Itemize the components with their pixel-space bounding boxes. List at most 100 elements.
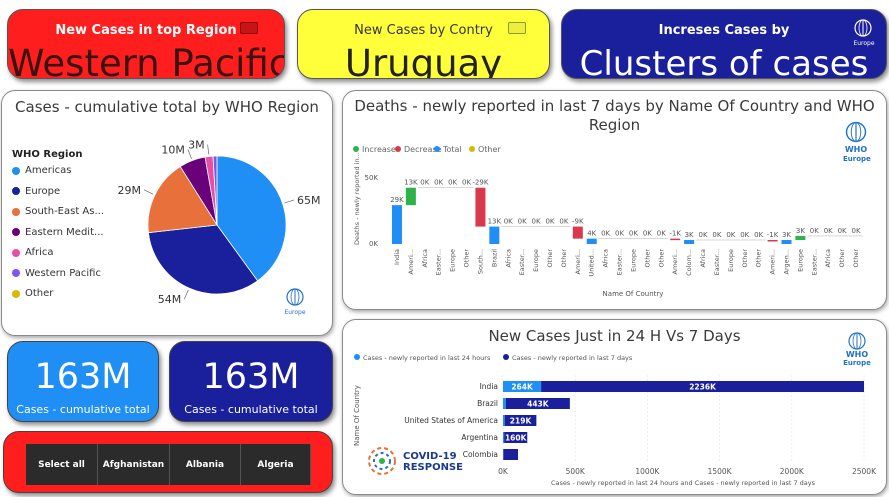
x-tick-label: 1000K [635,467,660,476]
waterfall-data-label: 29K [390,196,404,204]
waterfall-data-label: 0K [712,231,721,239]
who-logo-icon [848,332,866,350]
pie-data-label: 10M [161,143,185,156]
hbar-24h-bar[interactable] [503,398,506,409]
kpi-top-region: New Cases in top Region Western Pacific [7,9,285,79]
x-tick-label: Easter... [616,249,624,275]
pie-panel[interactable]: Cases - cumulative total by WHO Region W… [1,90,333,336]
x-tick-label: Africa [421,249,429,268]
waterfall-panel[interactable]: Deaths - newly reported in last 7 days b… [342,90,887,310]
pie-title: Cases - cumulative total by WHO Region [15,98,319,116]
legend-dot-icon [354,354,360,360]
x-tick-label: Other [657,249,665,268]
waterfall-data-label: 0K [754,231,763,239]
pie-legend-label: Europe [25,185,61,197]
waterfall-chart[interactable]: Increase Decrease Total Other 50K 0K Deaths - … [343,91,887,310]
x-tick-label: Europe [727,249,735,272]
pie-legend-item[interactable]: Eastern Medit... [12,227,104,238]
pie-data-label: 65M [297,194,321,207]
x-tick-label: 2500K [852,467,877,476]
x-axis-title: Name Of Country [603,290,664,298]
waterfall-data-label: 0K [504,218,513,226]
waterfall-bar[interactable] [391,205,402,244]
waterfall-data-label: 4K [587,230,596,238]
waterfall-data-label: 0K [643,230,652,238]
pie-slice[interactable] [212,155,218,226]
y-tick-label: 0K [369,240,378,248]
waterfall-bar[interactable] [405,187,416,206]
kpi-top-country: New Cases by Contry Uruguay [297,9,550,79]
waterfall-data-label: 0K [420,179,429,187]
pie-slice[interactable] [147,166,218,234]
x-tick-label: Easter... [713,249,721,275]
card-cumulative-1-value: 163M [34,357,132,397]
x-tick-label: Africa [824,249,832,268]
pie-chart[interactable]: 65M 54M 29M 10M 3M [2,91,333,336]
pie-leader-line [143,189,154,195]
waterfall-data-label: -9K [572,218,584,226]
who-label: Europe [853,40,875,47]
x-tick-label: Argen... [782,249,790,274]
who-logo-sublabel: Europe [843,155,871,163]
hbar-data-label: 2236K [689,383,717,392]
pie-legend-item[interactable]: Americas [12,165,71,176]
slicer-item-albania[interactable]: Albania [170,444,241,485]
waterfall-bar[interactable] [684,239,695,244]
waterfall-data-label: 0K [448,179,457,187]
hbar-7d-bar[interactable] [505,398,570,409]
waterfall-data-label: -1K [767,231,779,239]
waterfall-bar[interactable] [572,226,583,239]
slicer-item-afghanistan[interactable]: Afghanistan [98,444,170,485]
covid-response-logo-icon [368,447,396,475]
x-tick-label: Ameri... [407,249,415,274]
x-tick-label: Europe [532,249,540,272]
x-tick-label: Other [546,249,554,268]
waterfall-data-label: 13K [488,218,502,226]
hbar-7d-bar[interactable] [504,432,528,443]
waterfall-bar[interactable] [586,238,597,244]
hbar-7d-bar[interactable] [541,381,864,392]
hbar-panel[interactable]: New Cases Just in 24 H Vs 7 Days Cases -… [342,319,887,495]
waterfall-bar[interactable] [795,235,806,240]
waterfall-bar[interactable] [781,239,792,244]
hbar-24h-bar[interactable] [503,432,505,443]
waterfall-bar[interactable] [489,226,500,244]
hbar-legend-label: Cases - newly reported in last 7 days [512,354,633,362]
x-tick-label: 1500K [708,467,733,476]
waterfall-bar[interactable] [767,239,778,242]
pie-legend-item[interactable]: Africa [12,247,54,258]
kpi-top-region-label: New Cases in top Region [55,23,237,38]
pie-legend-item[interactable]: South-East As... [12,206,104,217]
waterfall-bar[interactable] [670,238,681,241]
waterfall-data-label: 0K [810,227,819,235]
waterfall-legend-label: Total [442,145,462,154]
x-tick-label: 2000K [780,467,805,476]
legend-dot-icon [12,187,20,195]
hbar-24h-bar[interactable] [503,449,504,460]
slicer-item-algeria[interactable]: Algeria [241,444,311,485]
hbar-24h-bar[interactable] [503,381,542,392]
x-tick-label: Europe [449,249,457,272]
x-tick-label: Easter... [435,249,443,275]
x-tick-label: Easter... [518,249,526,275]
x-tick-label: Other [560,249,568,268]
legend-dot-icon [395,146,401,152]
waterfall-legend-label: Increase [362,145,396,154]
card-cumulative-1: 163M Cases - cumulative total [7,341,159,422]
slicer-select-all[interactable]: Select all [26,444,98,485]
pie-slice[interactable] [147,224,259,295]
covid-logo-icon [508,22,526,34]
x-tick-label: Other [838,249,846,268]
pie-legend-item[interactable]: Western Pacific [12,268,101,279]
waterfall-bar[interactable] [475,187,486,227]
who-logo-icon [845,121,867,143]
waterfall-data-label: 3K [796,227,805,235]
hbar-7d-bar[interactable] [503,449,519,460]
hbar-7d-bar[interactable] [504,415,537,426]
pie-legend-item[interactable]: Other [12,288,53,299]
hbar-chart[interactable]: Cases - newly reported in last 24 hours C… [343,320,887,495]
legend-dot-icon [353,146,359,152]
hbar-24h-bar[interactable] [503,415,505,426]
pie-slice[interactable] [216,155,287,282]
pie-legend-item[interactable]: Europe [12,186,60,197]
